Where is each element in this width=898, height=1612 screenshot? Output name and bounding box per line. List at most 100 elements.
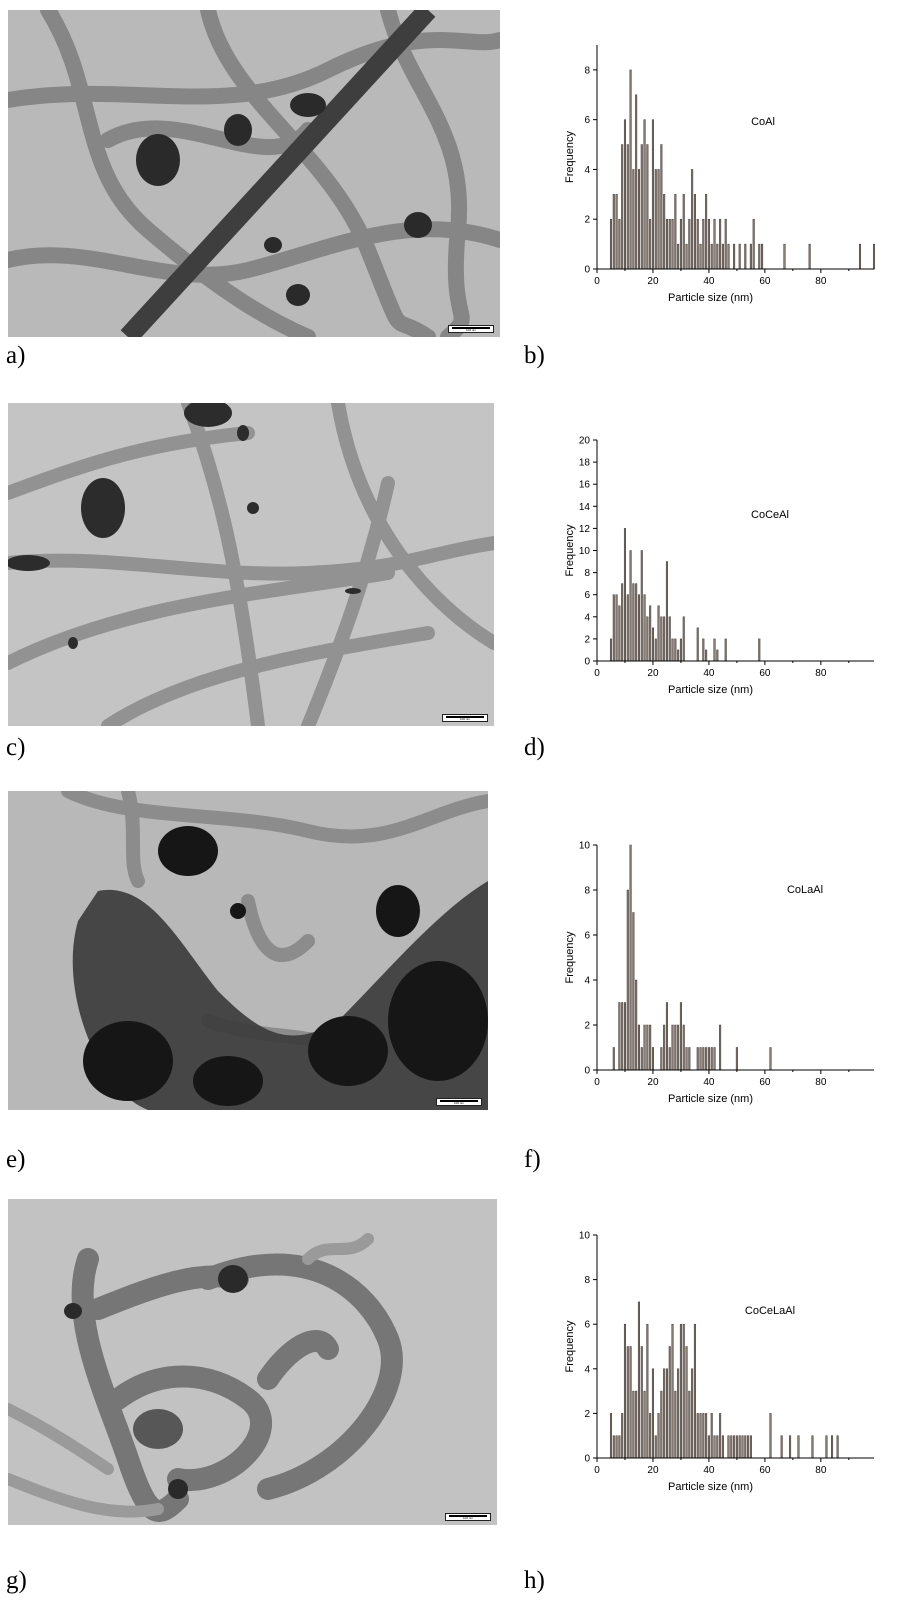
histogram-bar <box>649 605 652 662</box>
histogram-bar <box>665 218 668 270</box>
histogram-bar <box>825 1435 828 1459</box>
histogram-bar <box>693 1323 696 1459</box>
x-tick-label: 40 <box>703 1465 715 1476</box>
histogram-bar <box>688 1047 691 1071</box>
histogram-bar <box>716 243 719 270</box>
histogram-bar <box>858 243 862 270</box>
histogram-bar <box>657 605 660 662</box>
histogram-bar <box>758 638 761 662</box>
histogram-bar <box>668 1346 671 1459</box>
y-tick-label: 0 <box>584 657 590 668</box>
histogram-bar <box>640 1047 643 1071</box>
y-axis-label: Frequency <box>564 131 576 183</box>
histogram-bar <box>674 638 677 662</box>
histogram-bar <box>719 1413 722 1459</box>
histogram-bar <box>685 1346 688 1459</box>
histogram-bar <box>637 169 640 270</box>
histogram-bar <box>629 1346 632 1459</box>
histogram-bar <box>649 1024 652 1071</box>
histogram-bar <box>629 69 632 270</box>
histogram-bar <box>643 1390 646 1459</box>
histogram-bar <box>663 194 666 270</box>
histogram-bar <box>651 1368 654 1459</box>
histogram-bar <box>626 594 629 662</box>
histogram-bar <box>699 243 702 270</box>
histogram-bar <box>752 218 755 270</box>
histogram-bar <box>668 616 671 662</box>
histogram-bar <box>705 194 708 270</box>
y-tick-label: 2 <box>584 1409 590 1420</box>
histogram-bar <box>657 169 660 270</box>
x-tick-label: 40 <box>703 276 715 287</box>
histogram-bar <box>808 243 811 270</box>
histogram-bar <box>797 1435 800 1459</box>
histogram-bar <box>671 1323 674 1459</box>
y-tick-label: 4 <box>584 165 590 176</box>
panel-label-e: e) <box>6 1146 26 1173</box>
histogram-bar <box>646 1024 649 1071</box>
histogram-bar <box>749 1435 752 1459</box>
x-tick-label: 20 <box>647 668 659 679</box>
scale-bar: 100 nm <box>442 714 488 722</box>
histogram-bar <box>733 1435 736 1459</box>
histogram-bar <box>682 616 685 662</box>
histogram-bar <box>626 889 629 1071</box>
panel-label-c: c) <box>6 734 26 761</box>
histogram-bar <box>780 1435 783 1459</box>
histogram-bar <box>707 1435 710 1459</box>
histogram-bar <box>615 194 618 270</box>
x-tick-label: 40 <box>703 668 715 679</box>
histogram-bar <box>836 1435 839 1459</box>
panel-label-g: g) <box>6 1567 27 1594</box>
histogram-bar <box>621 1002 624 1071</box>
x-tick-label: 80 <box>815 276 827 287</box>
y-tick-label: 10 <box>579 841 591 852</box>
histogram-bar <box>688 218 691 270</box>
x-tick-label: 20 <box>647 276 659 287</box>
histogram-bar <box>649 218 652 270</box>
histogram-bar <box>758 243 761 270</box>
histogram-bar <box>716 649 719 662</box>
histogram-bar <box>668 218 671 270</box>
histogram-bar <box>679 638 682 662</box>
x-tick-label: 80 <box>815 1465 827 1476</box>
histogram-bar <box>685 1047 688 1071</box>
x-axis-label: Particle size (nm) <box>668 292 753 304</box>
histogram-bar <box>663 1368 666 1459</box>
histogram-bar <box>713 1435 716 1459</box>
y-tick-label: 4 <box>584 976 590 987</box>
y-tick-label: 18 <box>579 458 591 469</box>
histogram-bar <box>671 218 674 270</box>
histogram-bar <box>612 1435 615 1459</box>
histogram-bar <box>699 1047 702 1071</box>
histogram-bar <box>663 616 666 662</box>
histogram-bar <box>696 1413 699 1459</box>
histogram-bar <box>738 1435 741 1459</box>
tem-image-coal: 100 nm <box>8 10 500 337</box>
histogram-bar <box>671 638 674 662</box>
histogram-bar <box>629 550 632 662</box>
y-tick-label: 4 <box>584 612 590 623</box>
panel-label-h: h) <box>524 1567 545 1594</box>
histogram-bar <box>665 1002 668 1071</box>
histogram-bar <box>705 1413 708 1459</box>
histogram-bar <box>699 1413 702 1459</box>
y-axis-label: Frequency <box>564 524 576 576</box>
histogram-bar <box>679 218 682 270</box>
histogram-bar <box>691 1368 694 1459</box>
histogram-bar <box>654 1435 657 1459</box>
histogram-bar <box>735 1047 738 1071</box>
histogram-bar <box>668 1047 671 1071</box>
histogram-bar <box>677 1368 680 1459</box>
y-tick-label: 0 <box>584 265 590 276</box>
histogram-bar <box>713 1047 716 1071</box>
histogram-bar <box>643 119 646 270</box>
histogram-bar <box>707 1047 710 1071</box>
histogram-bar <box>626 144 629 270</box>
histogram-bar <box>635 979 638 1071</box>
histogram-bar <box>660 616 663 662</box>
histogram-bar <box>719 218 722 270</box>
histogram-coceal: 0 2 4 6 8 10 12 14 16 18 20 0 20 40 60 80 Particle size … <box>564 436 874 696</box>
histogram-bar <box>733 243 736 270</box>
